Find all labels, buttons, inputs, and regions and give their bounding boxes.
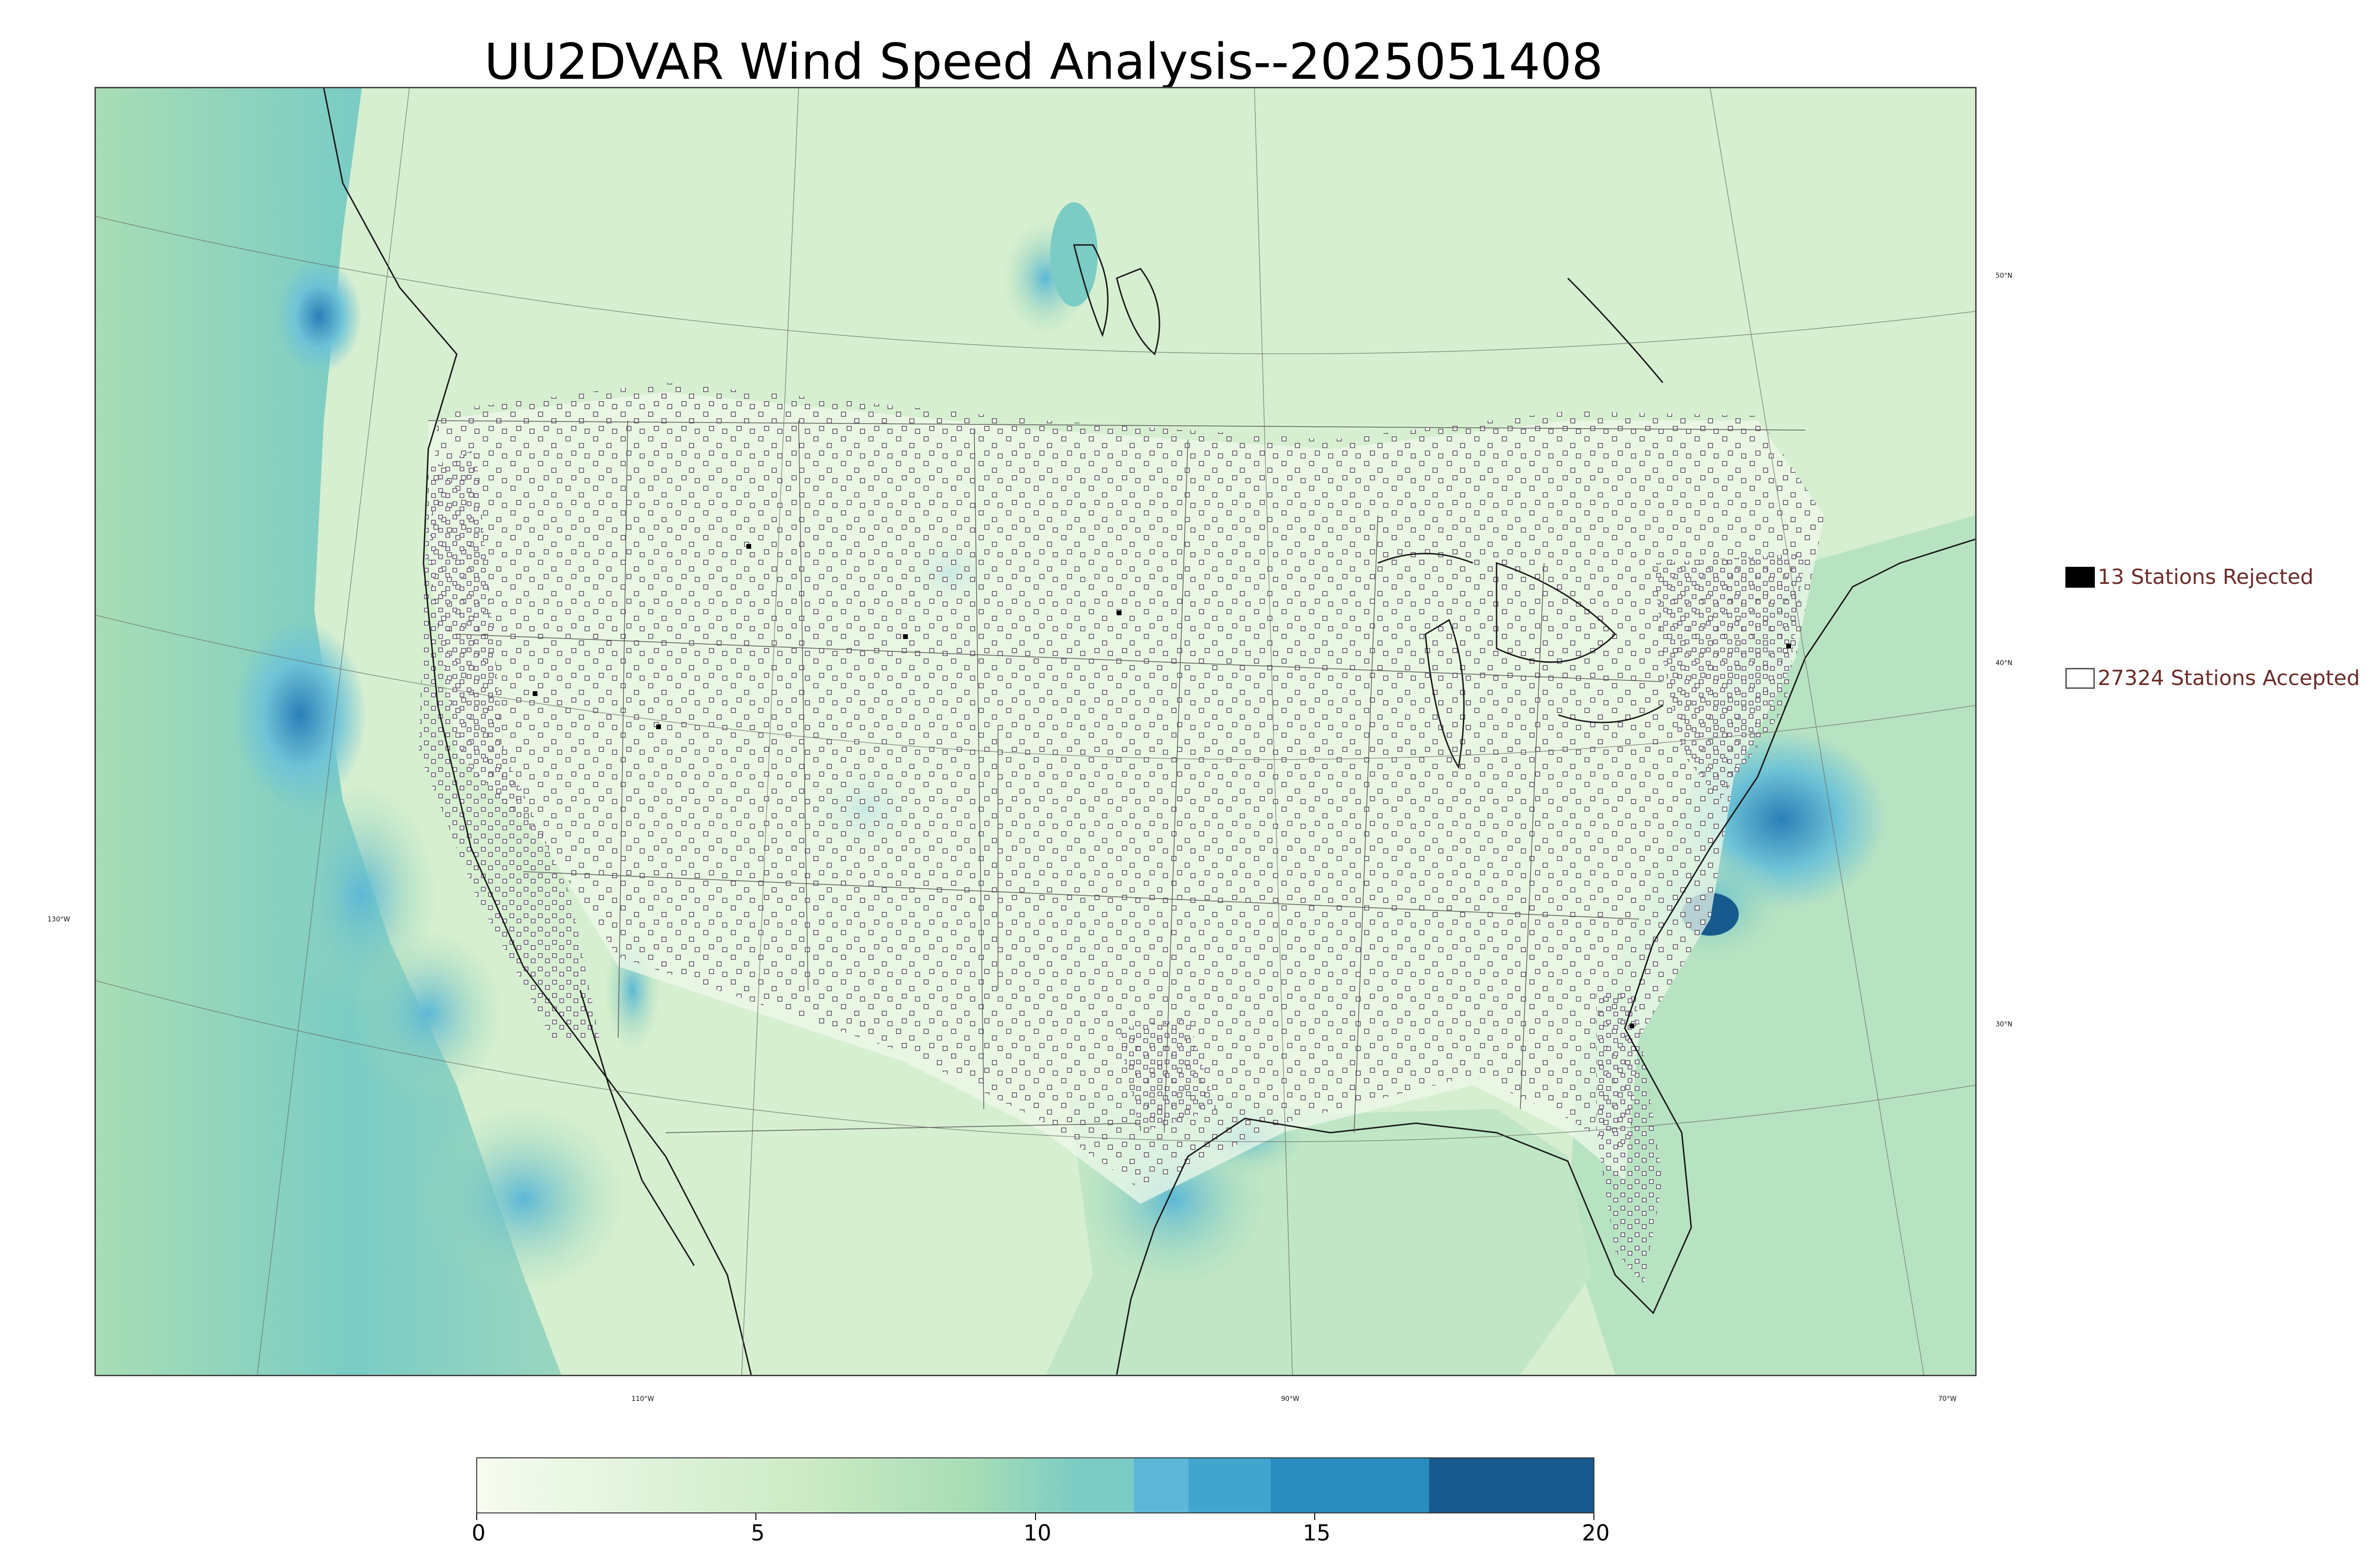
- accepted-stations-label: 27324 Stations Accepted: [2098, 666, 2360, 690]
- longitude-label-110w: 110°W: [631, 1395, 654, 1403]
- longitude-label-130w: 130°W: [47, 916, 70, 923]
- coastlines: [323, 88, 1975, 1375]
- legend-accepted: 27324 Stations Accepted: [2065, 666, 2360, 690]
- colorbar-tick-20: 20: [1582, 1520, 1610, 1546]
- accepted-station-swatch: [2065, 667, 2095, 689]
- wind-speed-map[interactable]: [94, 87, 1977, 1376]
- longitude-label-70w: 70°W: [1938, 1395, 1957, 1403]
- map-title: UU2DVAR Wind Speed Analysis--2025051408: [484, 33, 1603, 91]
- atlantic-ocean-wind: [1568, 516, 1975, 1375]
- accepted-station-markers: [428, 383, 1824, 1190]
- graticule-lines: [96, 88, 1975, 1375]
- florida-station-cluster: [1596, 990, 1663, 1285]
- rejected-station-swatch: [2065, 566, 2095, 588]
- longitude-label-90w: 90°W: [1281, 1395, 1300, 1403]
- latitude-label-40n: 40°N: [1996, 659, 2013, 667]
- latitude-label-50n: 50°N: [1996, 272, 2013, 280]
- latitude-label-30n: 30°N: [1996, 1021, 2013, 1028]
- colorbar-tick-5: 5: [751, 1520, 765, 1546]
- state-borders: [428, 420, 1806, 1133]
- map-canvas: [96, 88, 1975, 1375]
- west-coast-station-cluster: [419, 449, 599, 1038]
- texas-station-cluster: [1117, 1019, 1216, 1133]
- rejected-stations-label: 13 Stations Rejected: [2098, 565, 2314, 589]
- colorbar-tick-0: 0: [471, 1520, 486, 1546]
- wind-speed-colorbar: [476, 1457, 1594, 1513]
- legend-rejected: 13 Stations Rejected: [2065, 565, 2314, 589]
- rejected-station-markers: [533, 544, 1791, 1028]
- northeast-station-cluster: [1653, 554, 1805, 800]
- colorbar-tick-15: 15: [1302, 1520, 1331, 1546]
- colorbar-tick-10: 10: [1023, 1520, 1052, 1546]
